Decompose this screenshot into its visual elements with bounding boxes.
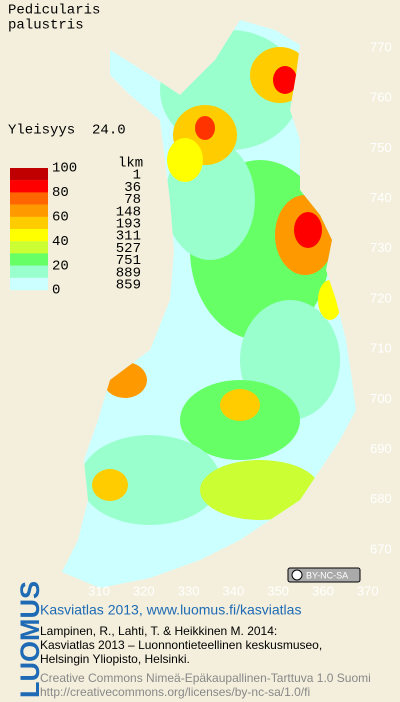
easting-label: 330 [178,583,200,598]
easting-label: 360 [312,583,334,598]
legend-count: 148 [116,204,141,220]
badge-box [287,567,361,583]
license-badge: BY-NC-SA [287,567,361,583]
legend-swatch [10,277,48,291]
legend-scale: 40 [52,234,69,250]
license-url[interactable]: http://creativecommons.org/licenses/by-n… [40,685,310,699]
easting-label: 340 [223,583,245,598]
legend-count: 311 [116,229,141,245]
badge-text: BY-NC-SA [306,570,348,580]
northing-label: 690 [370,441,392,456]
legend-count: 751 [116,253,141,269]
northing-label: 680 [370,491,392,506]
legend-count: 527 [116,241,141,257]
legend-swatch [10,204,48,217]
northing-label: 750 [370,140,392,155]
species-name: palustris [8,18,84,34]
northing-label: 730 [370,240,392,255]
northing-label: 760 [370,90,392,105]
citation: Helsingin Yliopisto, Helsinki. [40,652,190,666]
legend-scale: 0 [52,283,60,299]
legend-count: 889 [116,265,141,281]
easting-label: 310 [88,583,110,598]
logo: LUOMUS [15,581,45,698]
northing-label: 700 [370,391,392,406]
legend-swatch [10,229,48,242]
legend-scale: 20 [52,258,69,274]
legend-swatch [10,253,48,266]
legend-swatch [10,168,48,181]
legend-count: 36 [124,180,141,196]
legend-swatch [10,241,48,254]
citation: Lampinen, R., Lahti, T. & Heikkinen M. 2… [40,624,277,638]
easting-label: 320 [133,583,155,598]
footer-heading[interactable]: Kasviatlas 2013, www.luomus.fi/kasviatla… [40,602,301,618]
northing-label: 670 [370,541,392,556]
legend-swatch [10,180,48,193]
legend-swatch [10,265,48,278]
easting-label: 370 [357,583,379,598]
northing-label: 720 [370,290,392,305]
legend-swatch [10,192,48,205]
cc-icon [291,569,303,581]
legend-scale: 60 [52,210,69,226]
northing-label: 770 [370,39,392,54]
legend-scale: 100 [52,161,77,177]
grid-labels: 770 760 750 740 730 720 710 700 690 680 670 310 320 3… [88,39,392,598]
northing-label: 710 [370,341,392,356]
citation: Kasviatlas 2013 – Luonnontieteellinen ke… [40,638,322,652]
legend-count: 859 [116,278,141,294]
legend-count: 78 [124,192,141,208]
legend-header: lkm [118,156,143,172]
license: Creative Commons Nimeä-Epäkaupallinen-Ta… [40,671,371,685]
species-name: Pedicularis [8,3,100,19]
easting-label: 350 [267,583,289,598]
northing-label: 740 [370,190,392,205]
frequency: Yleisyys 24.0 [8,123,126,139]
legend-count: 1 [133,168,141,184]
legend-swatch [10,216,48,230]
legend-scale: 80 [52,185,69,201]
legend-count: 193 [116,217,141,233]
